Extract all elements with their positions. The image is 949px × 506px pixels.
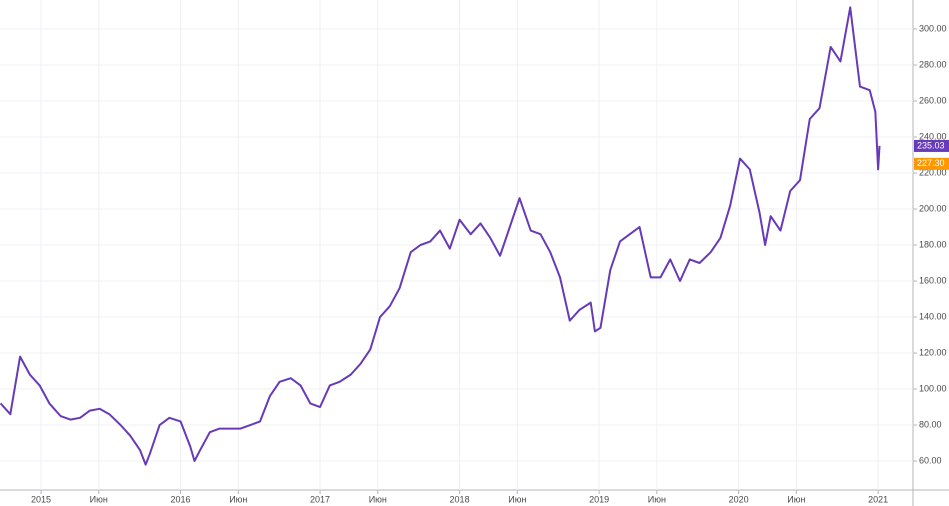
x-tick-label: 2021 [868,494,888,504]
x-tick-label: 2015 [31,494,51,504]
x-tick-label: Июн [648,494,666,504]
y-tick-label: 220.00 [919,167,947,177]
y-tick-label: 80.00 [919,419,942,429]
x-tick-label: 2017 [310,494,330,504]
x-tick-label: Июн [90,494,108,504]
y-tick-label: 60.00 [919,455,942,465]
x-tick-label: Июн [508,494,526,504]
labels: 60.00 80.00 100.00 120.00 140.00 160.00 180.00… [31,23,949,504]
price-label-box [914,139,949,152]
y-tick-label: 260.00 [919,95,947,105]
price-label-box [914,157,949,170]
x-tick-label: 2018 [450,494,470,504]
y-tick-label: 160.00 [919,275,947,285]
y-tick-label: 140.00 [919,311,947,321]
x-tick-label: Июн [787,494,805,504]
price-label: 235.03 [917,140,945,150]
y-tick-label: 120.00 [919,347,947,357]
x-tick-label: 2019 [589,494,609,504]
y-tick-label: 180.00 [919,239,947,249]
x-tick-label: 2016 [171,494,191,504]
y-tick-label: 200.00 [919,203,947,213]
y-tick-label: 280.00 [919,59,947,69]
y-tick-label: 300.00 [919,23,947,33]
y-tick-label: 100.00 [919,383,947,393]
y-tick-label: 240.00 [919,131,947,141]
grid [0,0,913,490]
x-tick-label: Июн [369,494,387,504]
price-line [0,6,881,466]
plot [0,6,881,466]
price-label: 227.30 [917,158,945,168]
x-tick-label: Июн [229,494,247,504]
x-tick-label: 2020 [729,494,749,504]
